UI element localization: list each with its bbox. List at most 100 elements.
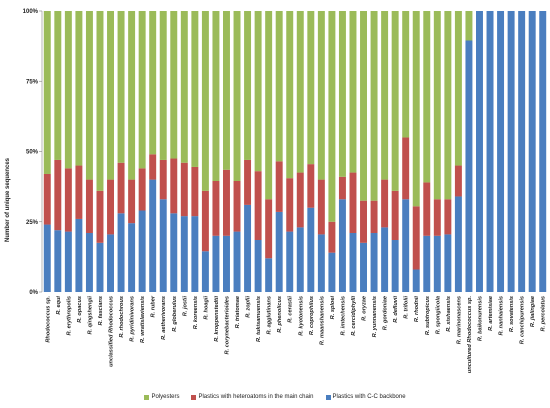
bar-segment-polyesters [254,11,262,172]
x-tick-label: R. trifolii [404,296,410,319]
bar-segment-heteroatoms [149,154,157,180]
x-tick-label: R. opacus [77,296,83,323]
bar-segment-polyesters [307,11,315,165]
bar-segment-cc-backbone [64,231,72,292]
bar-segment-cc-backbone [486,11,494,292]
bar-segment-heteroatoms [433,199,441,236]
bar-segment-polyesters [212,11,220,181]
bar-segment-polyesters [370,11,378,201]
bar-segment-polyesters [107,11,114,180]
bar-segment-polyesters [180,11,188,163]
x-tick-label: R. ruber [151,295,157,317]
bar-segment-heteroatoms [423,182,431,236]
bar-segment-heteroatoms [107,179,114,235]
bar-segment-polyesters [159,11,167,160]
x-tick-label: R. triatomae [235,296,241,328]
bar-segment-heteroatoms [307,164,315,208]
bar-segment-heteroatoms [54,159,62,231]
bar-segment-heteroatoms [296,172,304,228]
x-tick-label: R. equi [56,296,62,315]
bar-segment-polyesters [223,11,230,170]
bar-segment-polyesters [360,11,367,201]
x-tick-labels: Rhodococcus sp. R. equi R. erythropolis R. … [45,295,546,373]
bar-segment-heteroatoms [444,199,452,235]
legend-label: Plastics with C-C backbone [332,394,406,400]
bar-segment-cc-backbone [54,230,62,292]
bar-segment-polyesters [85,11,93,180]
legend-label: Polyesters [151,394,180,400]
x-tick-label: R. phenolicus [277,296,283,333]
bar-segment-polyesters [233,11,241,181]
bar-segment-polyesters [328,11,336,222]
legend-swatch [191,394,197,400]
x-tick-label: R. canchipurensis [520,296,526,344]
bar-segment-cc-backbone [212,235,220,292]
bar-segment-heteroatoms [170,158,178,214]
x-tick-label: uncultured Rhodococcus sp. [467,296,473,374]
bar-segment-cc-backbone [223,235,230,292]
x-tick-label: R. gordoniae [383,296,389,330]
bar-segment-cc-backbone [328,252,336,292]
bar-segment-polyesters [402,11,410,138]
bar-segment-polyesters [423,11,431,183]
bar-segment-heteroatoms [391,190,399,241]
bar-segment-heteroatoms [85,179,93,233]
bar-segment-polyesters [391,11,399,191]
bar-segment-cc-backbone [412,269,420,292]
bar-segment-cc-backbone [423,235,431,292]
bar-segment-heteroatoms [381,179,389,228]
bar-segment-polyesters [138,11,146,169]
bar-segment-polyesters [43,11,51,174]
bar-segment-cc-backbone [402,199,410,292]
bar-segment-heteroatoms [128,179,136,224]
x-tick-label: R. jostii [182,296,188,317]
x-tick-label: R. yunnanensis [372,296,378,337]
bar-segment-cc-backbone [370,232,378,292]
bar-segment-heteroatoms [223,169,230,236]
x-tick-label: R. cercidiphylli [351,296,357,336]
bar-segment-cc-backbone [444,234,452,292]
bar-segment-polyesters [275,11,283,162]
bar-segment-cc-backbone [507,11,515,292]
bar-segment-polyesters [201,11,209,191]
x-tick-label: R. oryzae [362,296,368,321]
bar-segment-cc-backbone [75,218,83,292]
legend-swatch [144,394,150,400]
bar-segment-polyesters [128,11,136,180]
bar-segment-cc-backbone [307,207,315,292]
x-tick-label: R. rhodnii [414,296,420,323]
bar-segment-cc-backbone [465,40,473,292]
x-tick-label: R. maanshanensis [319,296,325,345]
y-tick-label: 50% [26,150,39,156]
y-tick-label: 0% [29,290,38,296]
bar-segment-cc-backbone [317,234,325,292]
bar-segment-cc-backbone [338,199,346,292]
x-tick-label: R. imtechensis [340,296,346,335]
bar-segment-cc-backbone [43,224,51,292]
x-tick-label: R. wratislaviensis [140,296,146,343]
bar-segment-cc-backbone [433,235,441,292]
bar-segment-heteroatoms [64,168,72,232]
x-tick-label: R. defluvii [393,296,399,323]
bar-segment-cc-backbone [149,179,157,292]
bar-segment-heteroatoms [402,137,410,200]
bar-segment-heteroatoms [338,176,346,200]
bar-segment-heteroatoms [275,161,283,212]
bar-segment-cc-backbone [254,240,262,292]
bar-segment-cc-backbone [360,242,367,292]
x-tick-label: R. hoagii [203,296,209,320]
x-tick-label: R. kroppenstedtii [214,296,220,342]
bar-segment-heteroatoms [328,221,336,253]
bar-segment-cc-backbone [528,11,536,292]
bar-segment-cc-backbone [497,11,505,292]
bar-segment-polyesters [381,11,389,180]
bar-segment-heteroatoms [317,179,325,235]
bar-segment-cc-backbone [296,227,304,292]
bar-segment-cc-backbone [201,251,209,292]
x-tick-label: R. sploei [330,296,336,320]
bar-segment-polyesters [286,11,294,179]
bar-segment-cc-backbone [128,223,136,292]
bar-segment-cc-backbone [85,232,93,292]
bar-segment-heteroatoms [454,165,462,197]
